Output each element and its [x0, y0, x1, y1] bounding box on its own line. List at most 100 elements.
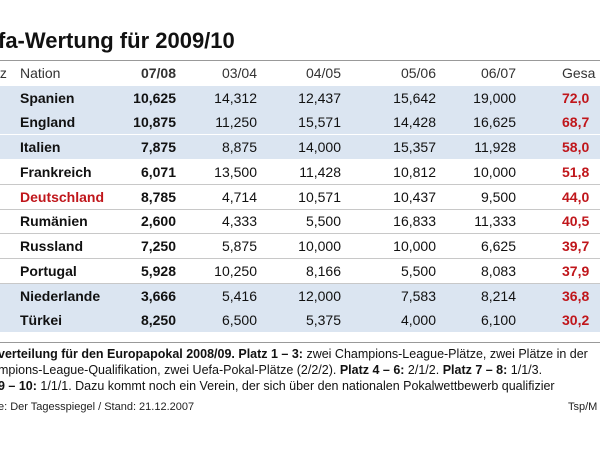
table-row: Deutschland 8,785 4,714 10,571 10,437 9,500 44… [0, 185, 600, 209]
table-row: Russland 7,250 5,875 10,000 10,000 6,625 39,7 [0, 234, 600, 258]
cell-gesamt: 30,2 [562, 312, 590, 328]
cell-y0405: 5,375 [305, 312, 341, 328]
cell-y0708: 7,875 [140, 139, 176, 155]
header-0506: 05/06 [400, 65, 436, 81]
cell-y0405: 8,166 [305, 263, 341, 279]
table-row: England 10,875 11,250 15,571 14,428 16,625 68,… [0, 110, 600, 134]
cell-gesamt: 39,7 [562, 238, 590, 254]
cell-nation: Spanien [20, 90, 75, 106]
top-rule [0, 60, 600, 61]
cell-y0304: 14,312 [214, 90, 257, 106]
cell-y0607: 16,625 [473, 114, 516, 130]
cell-y0506: 10,437 [393, 189, 436, 205]
cell-y0506: 7,583 [400, 288, 436, 304]
cell-nation: Russland [20, 238, 84, 254]
table-row: Italien 7,875 8,875 14,000 15,357 11,928 58,0 [0, 135, 600, 159]
footnote: verteilung für den Europapokal 2008/09. … [0, 346, 600, 394]
header-0708: 07/08 [140, 65, 176, 81]
cell-y0304: 11,250 [215, 114, 257, 130]
cell-y0304: 4,714 [221, 189, 257, 205]
cell-y0506: 10,812 [393, 164, 436, 180]
cell-y0607: 8,083 [480, 263, 516, 279]
cell-y0304: 8,875 [221, 139, 257, 155]
cell-y0405: 11,428 [299, 164, 341, 180]
credit-note: Tsp/M [568, 401, 598, 413]
cell-nation: England [20, 114, 76, 130]
row-divider [0, 184, 600, 185]
cell-nation: Rumänien [20, 213, 88, 229]
table-row: Frankreich 6,071 13,500 11,428 10,812 10,000 5… [0, 160, 600, 184]
cell-y0708: 8,785 [140, 189, 176, 205]
table-row: Portugal 5,928 10,250 8,166 5,500 8,083 37,9 [0, 259, 600, 283]
cell-nation: Portugal [20, 263, 77, 279]
cell-y0304: 5,875 [221, 238, 257, 254]
cell-y0304: 4,333 [221, 213, 257, 229]
header-0607: 06/07 [480, 65, 516, 81]
cell-y0708: 5,928 [140, 263, 176, 279]
cell-y0405: 12,437 [298, 90, 341, 106]
cell-y0708: 6,071 [140, 164, 176, 180]
cell-gesamt: 40,5 [562, 213, 590, 229]
cell-gesamt: 68,7 [562, 114, 590, 130]
source-note: e: Der Tagesspiegel / Stand: 21.12.2007 [0, 401, 195, 413]
cell-y0708: 8,250 [140, 312, 176, 328]
cell-y0506: 16,833 [393, 213, 436, 229]
cell-y0304: 10,250 [214, 263, 257, 279]
cell-y0405: 10,000 [298, 238, 341, 254]
header-platz: tz [0, 65, 7, 81]
cell-nation: Deutschland [20, 189, 105, 205]
cell-y0405: 14,000 [298, 139, 341, 155]
cell-y0506: 15,357 [393, 139, 436, 155]
bottom-rule [0, 342, 600, 343]
cell-y0607: 10,000 [473, 164, 516, 180]
header-0405: 04/05 [305, 65, 341, 81]
footnote-line-1: verteilung für den Europapokal 2008/09. … [0, 347, 588, 361]
cell-gesamt: 37,9 [562, 263, 590, 279]
footnote-line-3: 9 – 10: 1/1/1. Dazu kommt noch ein Verei… [0, 379, 555, 393]
cell-y0506: 14,428 [393, 114, 436, 130]
table-row: Türkei 8,250 6,500 5,375 4,000 6,100 30,2 [0, 308, 600, 332]
cell-gesamt: 72,0 [562, 90, 590, 106]
row-divider [0, 258, 600, 259]
cell-y0607: 11,928 [474, 139, 516, 155]
cell-nation: Türkei [20, 312, 63, 328]
cell-y0708: 7,250 [140, 238, 176, 254]
cell-y0607: 6,625 [480, 238, 516, 254]
cell-y0708: 10,875 [133, 114, 176, 130]
cell-y0304: 13,500 [214, 164, 257, 180]
cell-y0607: 8,214 [480, 288, 516, 304]
cell-y0405: 10,571 [298, 189, 341, 205]
table-row: Spanien 10,625 14,312 12,437 15,642 19,000 72,… [0, 86, 600, 110]
cell-nation: Frankreich [20, 164, 92, 180]
cell-y0405: 15,571 [298, 114, 341, 130]
cell-y0708: 3,666 [140, 288, 176, 304]
cell-y0506: 4,000 [400, 312, 436, 328]
cell-y0304: 5,416 [221, 288, 257, 304]
row-divider [0, 233, 600, 234]
cell-y0708: 10,625 [133, 90, 176, 106]
cell-nation: Italien [20, 139, 61, 155]
cell-y0607: 11,333 [474, 213, 516, 229]
cell-y0607: 19,000 [473, 90, 516, 106]
cell-y0607: 9,500 [480, 189, 516, 205]
header-gesamt: Gesa [562, 65, 596, 81]
header-0304: 03/04 [221, 65, 257, 81]
table-title: fa-Wertung für 2009/10 [0, 28, 235, 53]
cell-y0607: 6,100 [480, 312, 516, 328]
cell-nation: Niederlande [20, 288, 101, 304]
cell-y0506: 15,642 [393, 90, 436, 106]
cell-gesamt: 58,0 [562, 139, 590, 155]
cell-gesamt: 51,8 [562, 164, 590, 180]
cell-y0304: 6,500 [221, 312, 257, 328]
table-header: tz Nation 07/08 03/04 04/05 05/06 06/07 … [0, 62, 600, 84]
row-divider [0, 209, 600, 210]
cell-gesamt: 44,0 [562, 189, 590, 205]
table-row: Rumänien 2,600 4,333 5,500 16,833 11,333 40,5 [0, 209, 600, 233]
cell-y0708: 2,600 [140, 213, 176, 229]
cell-y0506: 5,500 [400, 263, 436, 279]
table-row: Niederlande 3,666 5,416 12,000 7,583 8,214 36,… [0, 284, 600, 308]
cell-y0405: 5,500 [305, 213, 341, 229]
header-nation: Nation [20, 65, 61, 81]
cell-gesamt: 36,8 [562, 288, 590, 304]
footnote-line-2: mpions-League-Qualifikation, zwei Uefa-P… [0, 363, 543, 377]
